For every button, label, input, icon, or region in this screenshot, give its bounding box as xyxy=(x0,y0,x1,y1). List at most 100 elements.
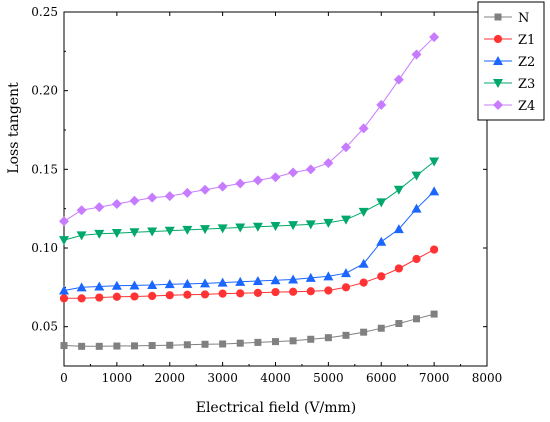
data-point-z4 xyxy=(94,202,105,213)
data-point-z2 xyxy=(252,276,263,286)
data-point-z3 xyxy=(340,215,351,225)
data-point-z3 xyxy=(305,220,316,230)
data-point-z4 xyxy=(288,167,299,178)
data-point-z2 xyxy=(358,258,369,268)
data-point-z1 xyxy=(289,287,298,296)
legend-label-z2: Z2 xyxy=(518,55,535,70)
data-point-z1 xyxy=(306,287,315,296)
data-point-z4 xyxy=(200,184,211,195)
data-point-z1 xyxy=(341,283,351,292)
axes: 0 1000 2000 3000 4000 5000 6000 7000 8000 0.05 0.1… xyxy=(31,5,502,385)
series-z3 xyxy=(59,157,440,246)
data-point-z2 xyxy=(429,186,440,196)
data-point-z4 xyxy=(376,99,387,110)
data-point-n xyxy=(78,342,86,350)
x-tick-label: 5000 xyxy=(313,371,344,385)
plot-frame xyxy=(63,11,488,367)
data-point-z1 xyxy=(130,292,139,301)
data-point-z1 xyxy=(412,254,421,264)
data-point-z3 xyxy=(111,229,122,239)
series-n xyxy=(60,310,438,350)
data-point-z3 xyxy=(129,228,140,238)
data-point-z4 xyxy=(305,164,316,175)
data-point-n xyxy=(360,328,368,336)
data-point-z1 xyxy=(59,294,69,303)
data-point-z1 xyxy=(200,290,210,299)
data-point-z1 xyxy=(112,292,121,301)
data-point-z3 xyxy=(235,223,246,233)
data-point-n xyxy=(377,324,385,332)
y-tick-label: 0.15 xyxy=(31,162,58,176)
series-line-z4 xyxy=(63,36,435,222)
y-tick-label: 0.25 xyxy=(31,5,58,19)
data-point-z3 xyxy=(147,227,158,237)
data-point-z2 xyxy=(217,277,228,287)
data-point-z2 xyxy=(411,203,422,213)
series-layer xyxy=(59,32,440,350)
data-point-z1 xyxy=(253,288,262,297)
data-point-n xyxy=(254,338,262,346)
data-point-z4 xyxy=(111,198,122,209)
data-point-z1 xyxy=(359,278,368,287)
x-axis-title: Electrical field (V/mm) xyxy=(196,400,357,416)
data-point-z4 xyxy=(393,74,404,85)
data-point-z1 xyxy=(271,287,280,297)
data-point-n xyxy=(60,342,68,350)
legend-label-z3: Z3 xyxy=(518,77,535,92)
data-point-z4 xyxy=(182,187,193,198)
data-point-z3 xyxy=(323,218,334,228)
data-point-n xyxy=(307,335,315,343)
data-point-z2 xyxy=(129,280,140,290)
data-point-z4 xyxy=(323,158,334,169)
data-point-z4 xyxy=(235,178,246,189)
data-point-n xyxy=(113,342,121,350)
data-point-z3 xyxy=(429,157,440,167)
legend-marker-z3 xyxy=(493,79,503,88)
data-point-z3 xyxy=(200,225,211,235)
data-point-z2 xyxy=(323,271,334,281)
series-line-z1 xyxy=(64,249,435,299)
x-tick-label: 6000 xyxy=(366,371,397,385)
legend-label-z1: Z1 xyxy=(518,33,535,48)
data-point-z3 xyxy=(288,221,299,231)
data-point-z1 xyxy=(95,293,104,302)
data-point-n xyxy=(430,310,438,318)
x-tick-label: 3000 xyxy=(207,371,238,385)
data-point-z1 xyxy=(377,272,386,281)
data-point-z2 xyxy=(288,274,299,284)
series-line-n xyxy=(63,313,435,347)
data-point-z1 xyxy=(218,289,227,298)
y-tick-label: 0.10 xyxy=(31,241,58,255)
data-point-z2 xyxy=(376,236,387,246)
data-point-z4 xyxy=(411,49,422,60)
data-point-z3 xyxy=(182,225,193,235)
data-point-z3 xyxy=(270,221,281,231)
y-axis-title: Loss tangent xyxy=(6,82,22,174)
data-point-z4 xyxy=(76,205,87,216)
data-point-z3 xyxy=(217,224,228,234)
data-point-n xyxy=(166,341,174,349)
data-point-z2 xyxy=(182,278,193,288)
series-z2 xyxy=(59,186,440,295)
data-point-z2 xyxy=(305,272,316,282)
data-point-n xyxy=(130,342,138,350)
data-point-z3 xyxy=(59,236,69,246)
data-point-z1 xyxy=(394,264,403,273)
legend-marker-z1 xyxy=(493,34,503,44)
data-point-n xyxy=(272,338,279,346)
legend-label-z4: Z4 xyxy=(518,99,535,114)
data-point-n xyxy=(236,339,244,347)
y-tick-label: 0.20 xyxy=(31,84,58,98)
data-point-z1 xyxy=(324,286,333,295)
legend-marker-z4 xyxy=(493,100,503,110)
data-point-z2 xyxy=(147,279,158,289)
data-point-n xyxy=(148,342,156,350)
series-z1 xyxy=(59,245,439,303)
data-point-z1 xyxy=(183,290,192,299)
data-point-z3 xyxy=(76,231,87,241)
x-tick-label: 0 xyxy=(60,371,68,385)
data-point-z4 xyxy=(217,181,228,192)
series-z4 xyxy=(59,32,440,227)
